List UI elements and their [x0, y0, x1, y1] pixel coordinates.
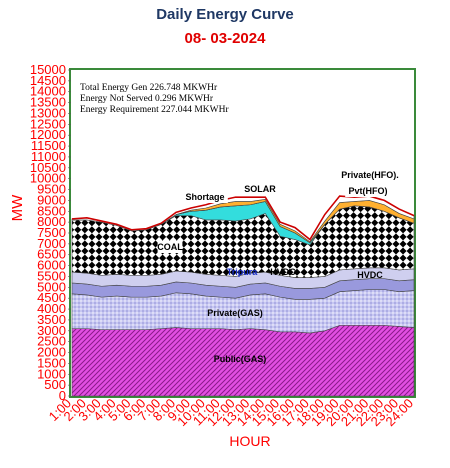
y-tick-label: 3000	[37, 323, 66, 338]
y-tick-label: 8000	[37, 214, 66, 229]
y-tick-label: 7500	[37, 225, 66, 240]
y-tick-label: 14500	[30, 73, 66, 88]
y-tick-label: 10500	[30, 160, 66, 175]
y-tick-label: 5500	[37, 268, 66, 283]
y-tick-label: 1000	[37, 366, 66, 381]
series-label: Private(HFO).	[341, 170, 399, 180]
series-label: Public(GAS)	[214, 354, 267, 364]
y-tick-label: 15000	[30, 62, 66, 77]
y-tick-label: 5000	[37, 279, 66, 294]
y-tick-label: 4000	[37, 301, 66, 316]
series-label: SOLAR	[244, 184, 276, 194]
series-label: Pvt(HFO)	[349, 186, 388, 196]
y-tick-label: 13000	[30, 105, 66, 120]
series-label: COAL	[157, 242, 183, 252]
chart-subtitle: 08- 03-2024	[184, 30, 266, 47]
y-tick-label: 3500	[37, 312, 66, 327]
series-label: Tripura	[227, 267, 259, 277]
y-tick-label: 12000	[30, 127, 66, 142]
series-label: HVDC	[357, 270, 383, 280]
y-tick-label: 11500	[31, 138, 66, 153]
y-tick-label: 9000	[37, 192, 66, 207]
series-label: Shortage	[185, 192, 224, 202]
y-tick-label: 500	[44, 377, 66, 392]
y-tick-label: 4500	[37, 290, 66, 305]
y-tick-label: 1500	[37, 355, 66, 370]
chart-title: Daily Energy Curve	[156, 6, 294, 23]
y-tick-label: 0	[59, 388, 66, 403]
y-axis-label: MW	[9, 194, 26, 221]
y-tick-label: 7000	[37, 236, 66, 251]
y-tick-label: 11000	[31, 149, 66, 164]
series-label-bg	[157, 241, 183, 253]
series-label-bg	[345, 185, 391, 197]
annotation-text: Energy Not Served 0.296 MKWHr	[80, 94, 214, 104]
series-label-bg	[182, 191, 228, 203]
y-tick-label: 8500	[37, 203, 66, 218]
y-tick-label: 2500	[37, 334, 66, 349]
y-tick-label: 6500	[37, 247, 66, 262]
y-tick-label: 2000	[37, 345, 66, 360]
y-tick-label: 6000	[37, 258, 66, 273]
x-axis-label: HOUR	[229, 433, 270, 449]
annotation-text: Energy Requirement 227.044 MKWHr	[80, 105, 229, 115]
series-label: Private(GAS)	[207, 308, 263, 318]
y-tick-label: 14000	[30, 84, 66, 99]
y-tick-label: 9500	[37, 182, 66, 197]
annotation-text: Total Energy Gen 226.748 MKWHr	[80, 83, 218, 93]
y-tick-label: 13500	[30, 95, 66, 110]
series-label: HVDC	[270, 267, 296, 277]
series-label-bg	[245, 183, 275, 195]
y-tick-label: 10000	[30, 171, 66, 186]
y-tick-label: 12500	[30, 116, 66, 131]
